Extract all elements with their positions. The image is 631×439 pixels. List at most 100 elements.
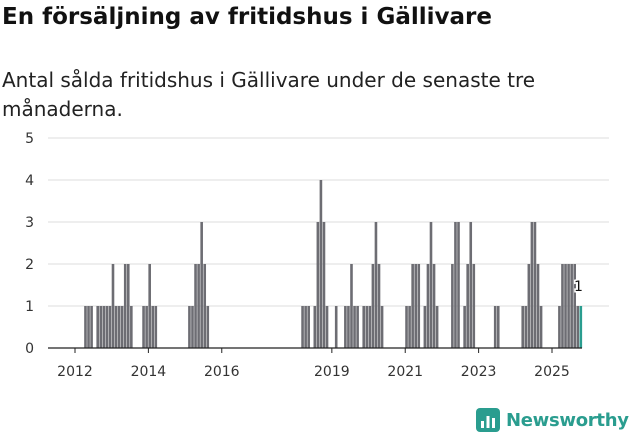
bar-2021-10 <box>432 264 436 348</box>
x-tick-label: 2016 <box>204 364 240 380</box>
x-axis: 2012 2014 2016 2019 2021 2023 2025 <box>48 347 582 380</box>
bar-2018-04 <box>304 306 307 348</box>
bar-2015-07 <box>203 264 207 348</box>
bar-2012-05 <box>87 306 90 348</box>
bar-2021-09 <box>429 222 433 348</box>
bar-2014-01 <box>148 264 151 348</box>
bar-2014-02 <box>151 306 155 348</box>
bar-2021-01 <box>405 306 408 348</box>
bar-2013-04 <box>120 306 124 348</box>
bar-2021-05 <box>417 264 421 348</box>
bar-2019-02 <box>334 306 338 348</box>
bar-2015-04 <box>194 264 197 348</box>
bar-2015-05 <box>197 264 200 348</box>
bar-2022-10 <box>469 222 473 348</box>
y-tick-label: 5 <box>25 131 34 147</box>
y-axis-labels: 0 1 2 3 4 5 <box>25 131 34 357</box>
bar-2022-04 <box>451 264 454 348</box>
bar-2024-05 <box>527 264 531 348</box>
x-tick-label: 2023 <box>461 364 497 380</box>
x-tick-label: 2025 <box>534 364 570 380</box>
bar-2012-09 <box>99 306 103 348</box>
bar-2021-11 <box>435 306 439 348</box>
bar-2013-11 <box>142 306 145 348</box>
bar-2012-12 <box>108 306 112 348</box>
x-tick-label: 2014 <box>131 364 167 380</box>
bar-2022-11 <box>472 264 476 348</box>
bar-2020-04 <box>377 264 381 348</box>
bar-2024-09 <box>539 306 543 348</box>
bar-2013-12 <box>145 306 148 348</box>
bar-2022-08 <box>463 306 466 348</box>
bar-2012-06 <box>90 306 93 348</box>
bar-2021-03 <box>411 264 414 348</box>
bar-2023-07 <box>496 306 500 348</box>
brand-name: Newsworthy <box>506 409 629 431</box>
bar-2012-11 <box>105 306 109 348</box>
bar-2012-08 <box>96 306 100 348</box>
bar-2018-03 <box>301 306 304 348</box>
bar-2019-11 <box>362 306 366 348</box>
bar-2024-08 <box>536 264 540 348</box>
bars <box>84 180 583 348</box>
x-tick-label: 2021 <box>387 364 423 380</box>
chart-title: En försäljning av fritidshus i Gällivare <box>2 4 492 30</box>
annotation: 1 <box>573 278 585 297</box>
bar-2019-06 <box>347 306 350 348</box>
y-tick-label: 4 <box>25 173 34 189</box>
bar-2012-04 <box>84 306 87 348</box>
bar-2018-05 <box>307 306 310 348</box>
bar-2019-12 <box>365 306 369 348</box>
bar-2025-06 <box>567 264 570 348</box>
bar-2013-01 <box>111 264 115 348</box>
bar-2024-06 <box>530 222 534 348</box>
y-tick-label: 1 <box>25 299 34 315</box>
newsworthy-logo: Newsworthy <box>476 408 629 432</box>
y-tick-label: 2 <box>25 257 34 273</box>
bar-2022-09 <box>466 264 469 348</box>
bar-2022-06 <box>457 222 460 348</box>
bar-2024-07 <box>533 222 537 348</box>
bar-2021-07 <box>423 306 427 348</box>
bar-2018-10 <box>322 222 326 348</box>
x-tick-label: 2012 <box>57 364 93 380</box>
bar-2019-07 <box>350 264 353 348</box>
y-tick-label: 0 <box>25 341 34 357</box>
bar-2013-07 <box>130 306 133 348</box>
bar-2022-05 <box>454 222 457 348</box>
bar-2021-08 <box>426 264 430 348</box>
bar-2025-07 <box>570 264 573 348</box>
bar-2013-06 <box>126 264 130 348</box>
bar-2015-06 <box>200 222 203 348</box>
bar-2019-09 <box>356 306 359 348</box>
bar-2025-04 <box>561 264 564 348</box>
bar-2025-05 <box>564 264 567 348</box>
annotation-label: 1 <box>574 279 583 295</box>
bar-2021-02 <box>408 306 411 348</box>
newsworthy-logo-icon <box>476 408 500 432</box>
bar-2020-02 <box>371 264 375 348</box>
bar-2018-11 <box>325 306 329 348</box>
bar-2015-02 <box>188 306 191 348</box>
bar-2024-04 <box>524 306 528 348</box>
bar-2021-04 <box>414 264 418 348</box>
chart-subtitle: Antal sålda fritidshus i Gällivare under… <box>2 68 536 121</box>
bar-2019-08 <box>353 306 356 348</box>
bar-2025-09 <box>576 306 580 348</box>
bar-2020-01 <box>368 306 372 348</box>
bar-2025-08 <box>573 264 577 348</box>
bar-2018-09 <box>319 180 323 348</box>
x-tick-label: 2019 <box>314 364 350 380</box>
y-tick-label: 3 <box>25 215 34 231</box>
bar-2020-05 <box>380 306 384 348</box>
bar-2023-06 <box>493 306 497 348</box>
bar-2024-03 <box>521 306 525 348</box>
bar-2015-08 <box>206 306 210 348</box>
bar-2019-05 <box>344 306 347 348</box>
bar-2012-10 <box>102 306 106 348</box>
bar-2013-03 <box>117 306 121 348</box>
bar-2014-03 <box>154 306 158 348</box>
bar-2015-03 <box>191 306 194 348</box>
bar-2020-03 <box>374 222 378 348</box>
